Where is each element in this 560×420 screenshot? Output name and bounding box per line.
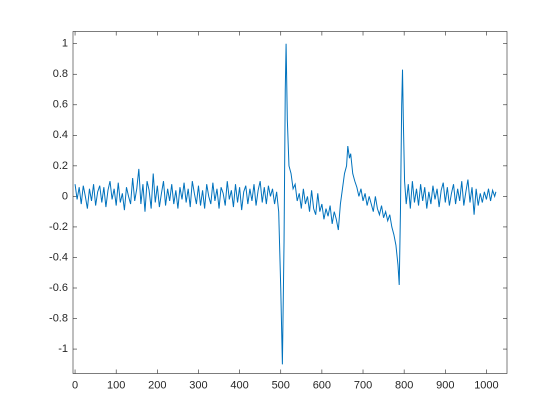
x-tick-label: 600 bbox=[313, 379, 331, 391]
y-tick-label: -0.4 bbox=[49, 251, 68, 263]
x-tick-label: 0 bbox=[72, 379, 78, 391]
y-tick-label: 0.8 bbox=[53, 68, 68, 80]
y-tick-label: -0.6 bbox=[49, 282, 68, 294]
x-tick-label: 100 bbox=[107, 379, 125, 391]
x-tick-label: 1000 bbox=[474, 379, 498, 391]
y-tick-label: 0 bbox=[62, 190, 68, 202]
y-tick-label: 0.2 bbox=[53, 160, 68, 172]
y-tick-label: -0.2 bbox=[49, 221, 68, 233]
y-tick-label: -0.8 bbox=[49, 312, 68, 324]
x-tick-label: 200 bbox=[148, 379, 166, 391]
x-tick-label: 800 bbox=[395, 379, 413, 391]
y-tick-label: -1 bbox=[58, 343, 68, 355]
x-tick-label: 500 bbox=[272, 379, 290, 391]
axes-box bbox=[72, 31, 508, 374]
y-tick-label: 1 bbox=[62, 38, 68, 50]
x-tick-label: 400 bbox=[230, 379, 248, 391]
x-tick-label: 700 bbox=[354, 379, 372, 391]
x-tick-label: 900 bbox=[436, 379, 454, 391]
signal-line bbox=[74, 43, 497, 365]
x-tick-label: 300 bbox=[189, 379, 207, 391]
y-tick-label: 0.4 bbox=[53, 129, 68, 141]
y-tick-label: 0.6 bbox=[53, 99, 68, 111]
